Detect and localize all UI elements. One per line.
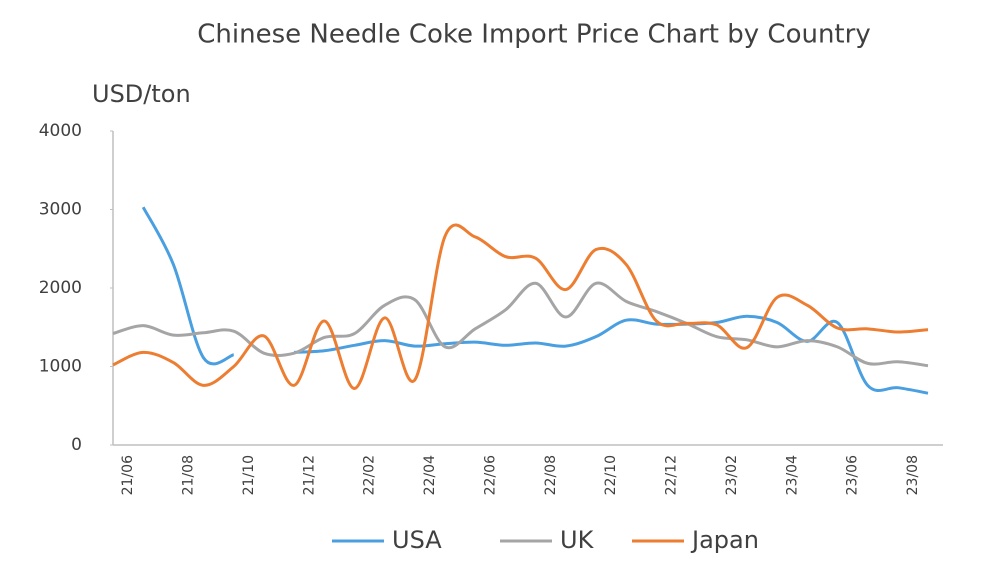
chart-title: Chinese Needle Coke Import Price Chart b… [197,20,870,50]
x-tick-label: 22/06 [482,455,498,495]
x-tick-label: 21/10 [241,455,257,495]
y-tick-label: 0 [71,435,82,455]
x-tick-label: 23/02 [724,455,740,495]
x-tick-label: 22/02 [362,455,378,495]
y-tick-label: 2000 [39,278,82,298]
x-tick-label: 21/12 [301,455,317,495]
y-tick-label: 4000 [39,121,82,141]
y-axis-label: USD/ton [92,80,191,108]
x-tick-label: 23/04 [784,455,800,495]
legend-label: USA [392,526,442,554]
legend-label: Japan [690,526,759,554]
series-line [112,223,929,390]
series-line [141,206,929,395]
x-tick-label: 22/08 [543,455,559,495]
x-tick-label: 22/10 [603,455,619,495]
x-tick-label: 21/06 [120,455,136,495]
x-tick-label: 22/04 [422,455,438,495]
x-tick-label: 23/08 [905,455,921,495]
y-tick-label: 1000 [39,357,82,377]
legend-label: UK [560,526,595,554]
x-tick-label: 21/08 [181,455,197,495]
series-line [112,281,929,368]
y-tick-label: 3000 [39,200,82,220]
x-tick-label: 23/06 [845,455,861,495]
x-tick-label: 22/12 [664,455,680,495]
